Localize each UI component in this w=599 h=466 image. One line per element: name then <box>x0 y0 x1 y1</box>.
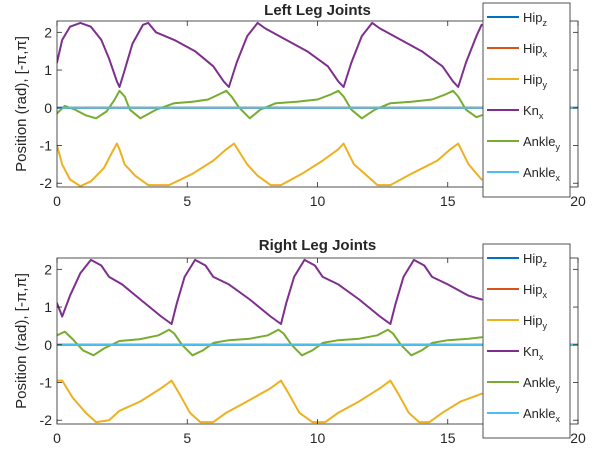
legend-label-subscript: y <box>556 142 561 152</box>
legend-box <box>482 2 571 198</box>
legend-label-base: Hip <box>523 10 543 25</box>
legend-label-base: Ankle <box>523 134 556 149</box>
x-tick-label: 15 <box>440 430 456 446</box>
series-line-hipy <box>57 142 483 187</box>
legend-label-base: Ankle <box>523 165 556 180</box>
legend-label-subscript: x <box>556 414 561 424</box>
legend-label-base: Ankle <box>523 375 556 390</box>
legend-label-base: Hip <box>523 41 543 56</box>
series-line-knx <box>57 21 483 88</box>
y-tick-label: 2 <box>44 24 52 40</box>
legend-label-base: Ankle <box>523 406 556 421</box>
legend-entry-label: Hipz <box>523 10 548 28</box>
x-tick-label: 20 <box>570 430 586 446</box>
x-tick-label: 0 <box>53 430 61 446</box>
legend-entry-label: Hipy <box>523 313 548 331</box>
legend-entry-label: Anklex <box>523 165 561 183</box>
legend-entry-label: Hipy <box>523 72 548 90</box>
legend-entry-label: Hipz <box>523 251 548 269</box>
legend-label-base: Hip <box>523 313 543 328</box>
chart-title: Left Leg Joints <box>264 2 371 19</box>
x-tick-label: 5 <box>183 193 191 209</box>
legend-label-base: Hip <box>523 251 543 266</box>
x-tick-label: 5 <box>183 430 191 446</box>
legend-label-base: Hip <box>523 282 543 297</box>
legend-label-subscript: x <box>539 111 544 121</box>
legend-entry-label: Anklex <box>523 406 561 424</box>
x-tick-label: 10 <box>310 193 326 209</box>
chart-panel-1: Left Leg Joints 0 5 10 15 20 -2 -1 0 1 2 Position (… <box>13 2 586 209</box>
series-line-hipy <box>57 379 483 424</box>
y-tick-label: 0 <box>44 337 52 353</box>
x-tick-label: 15 <box>440 193 456 209</box>
series-line-ankley <box>57 89 483 120</box>
series-line-ankley <box>57 328 483 357</box>
legend-label-base: Hip <box>523 72 543 87</box>
legend-label-subscript: x <box>543 49 548 59</box>
chart-title: Right Leg Joints <box>259 237 377 254</box>
y-tick-label: 2 <box>44 261 52 277</box>
y-tick-label: -1 <box>40 138 53 154</box>
legend-label-subscript: x <box>539 352 544 362</box>
y-tick-label: 1 <box>44 299 52 315</box>
legend-entry-label: Knx <box>523 103 544 121</box>
legend-box <box>482 243 571 439</box>
legend-entry-label: Knx <box>523 344 544 362</box>
legend-label-base: Kn <box>523 344 539 359</box>
legend-label-base: Kn <box>523 103 539 118</box>
legend-label-subscript: x <box>556 173 561 183</box>
legend-entry-label: Ankley <box>523 375 561 393</box>
series-line-knx <box>57 258 483 325</box>
x-tick-label: 10 <box>310 430 326 446</box>
y-tick-label: -1 <box>40 375 53 391</box>
y-axis-label: Position (rad), [-π,π] <box>13 36 30 172</box>
legend-entry-label: Hipx <box>523 282 548 300</box>
y-tick-label: 0 <box>44 100 52 116</box>
y-axis-label: Position (rad), [-π,π] <box>13 273 30 409</box>
y-tick-label: -2 <box>40 175 53 191</box>
y-tick-label: 1 <box>44 62 52 78</box>
legend-label-subscript: y <box>543 80 548 90</box>
legend-label-subscript: z <box>543 259 548 269</box>
legend-entry-label: Ankley <box>523 134 561 152</box>
chart-panel-2: Right Leg Joints 0 5 10 15 20 -2 -1 0 1 2 Position … <box>13 237 586 446</box>
x-tick-label: 0 <box>53 193 61 209</box>
legend-label-subscript: z <box>543 18 548 28</box>
legend-label-subscript: y <box>556 383 561 393</box>
legend-label-subscript: x <box>543 290 548 300</box>
legend-entry-label: Hipx <box>523 41 548 59</box>
legend-label-subscript: y <box>543 321 548 331</box>
y-tick-label: -2 <box>40 412 53 428</box>
x-tick-label: 20 <box>570 193 586 209</box>
